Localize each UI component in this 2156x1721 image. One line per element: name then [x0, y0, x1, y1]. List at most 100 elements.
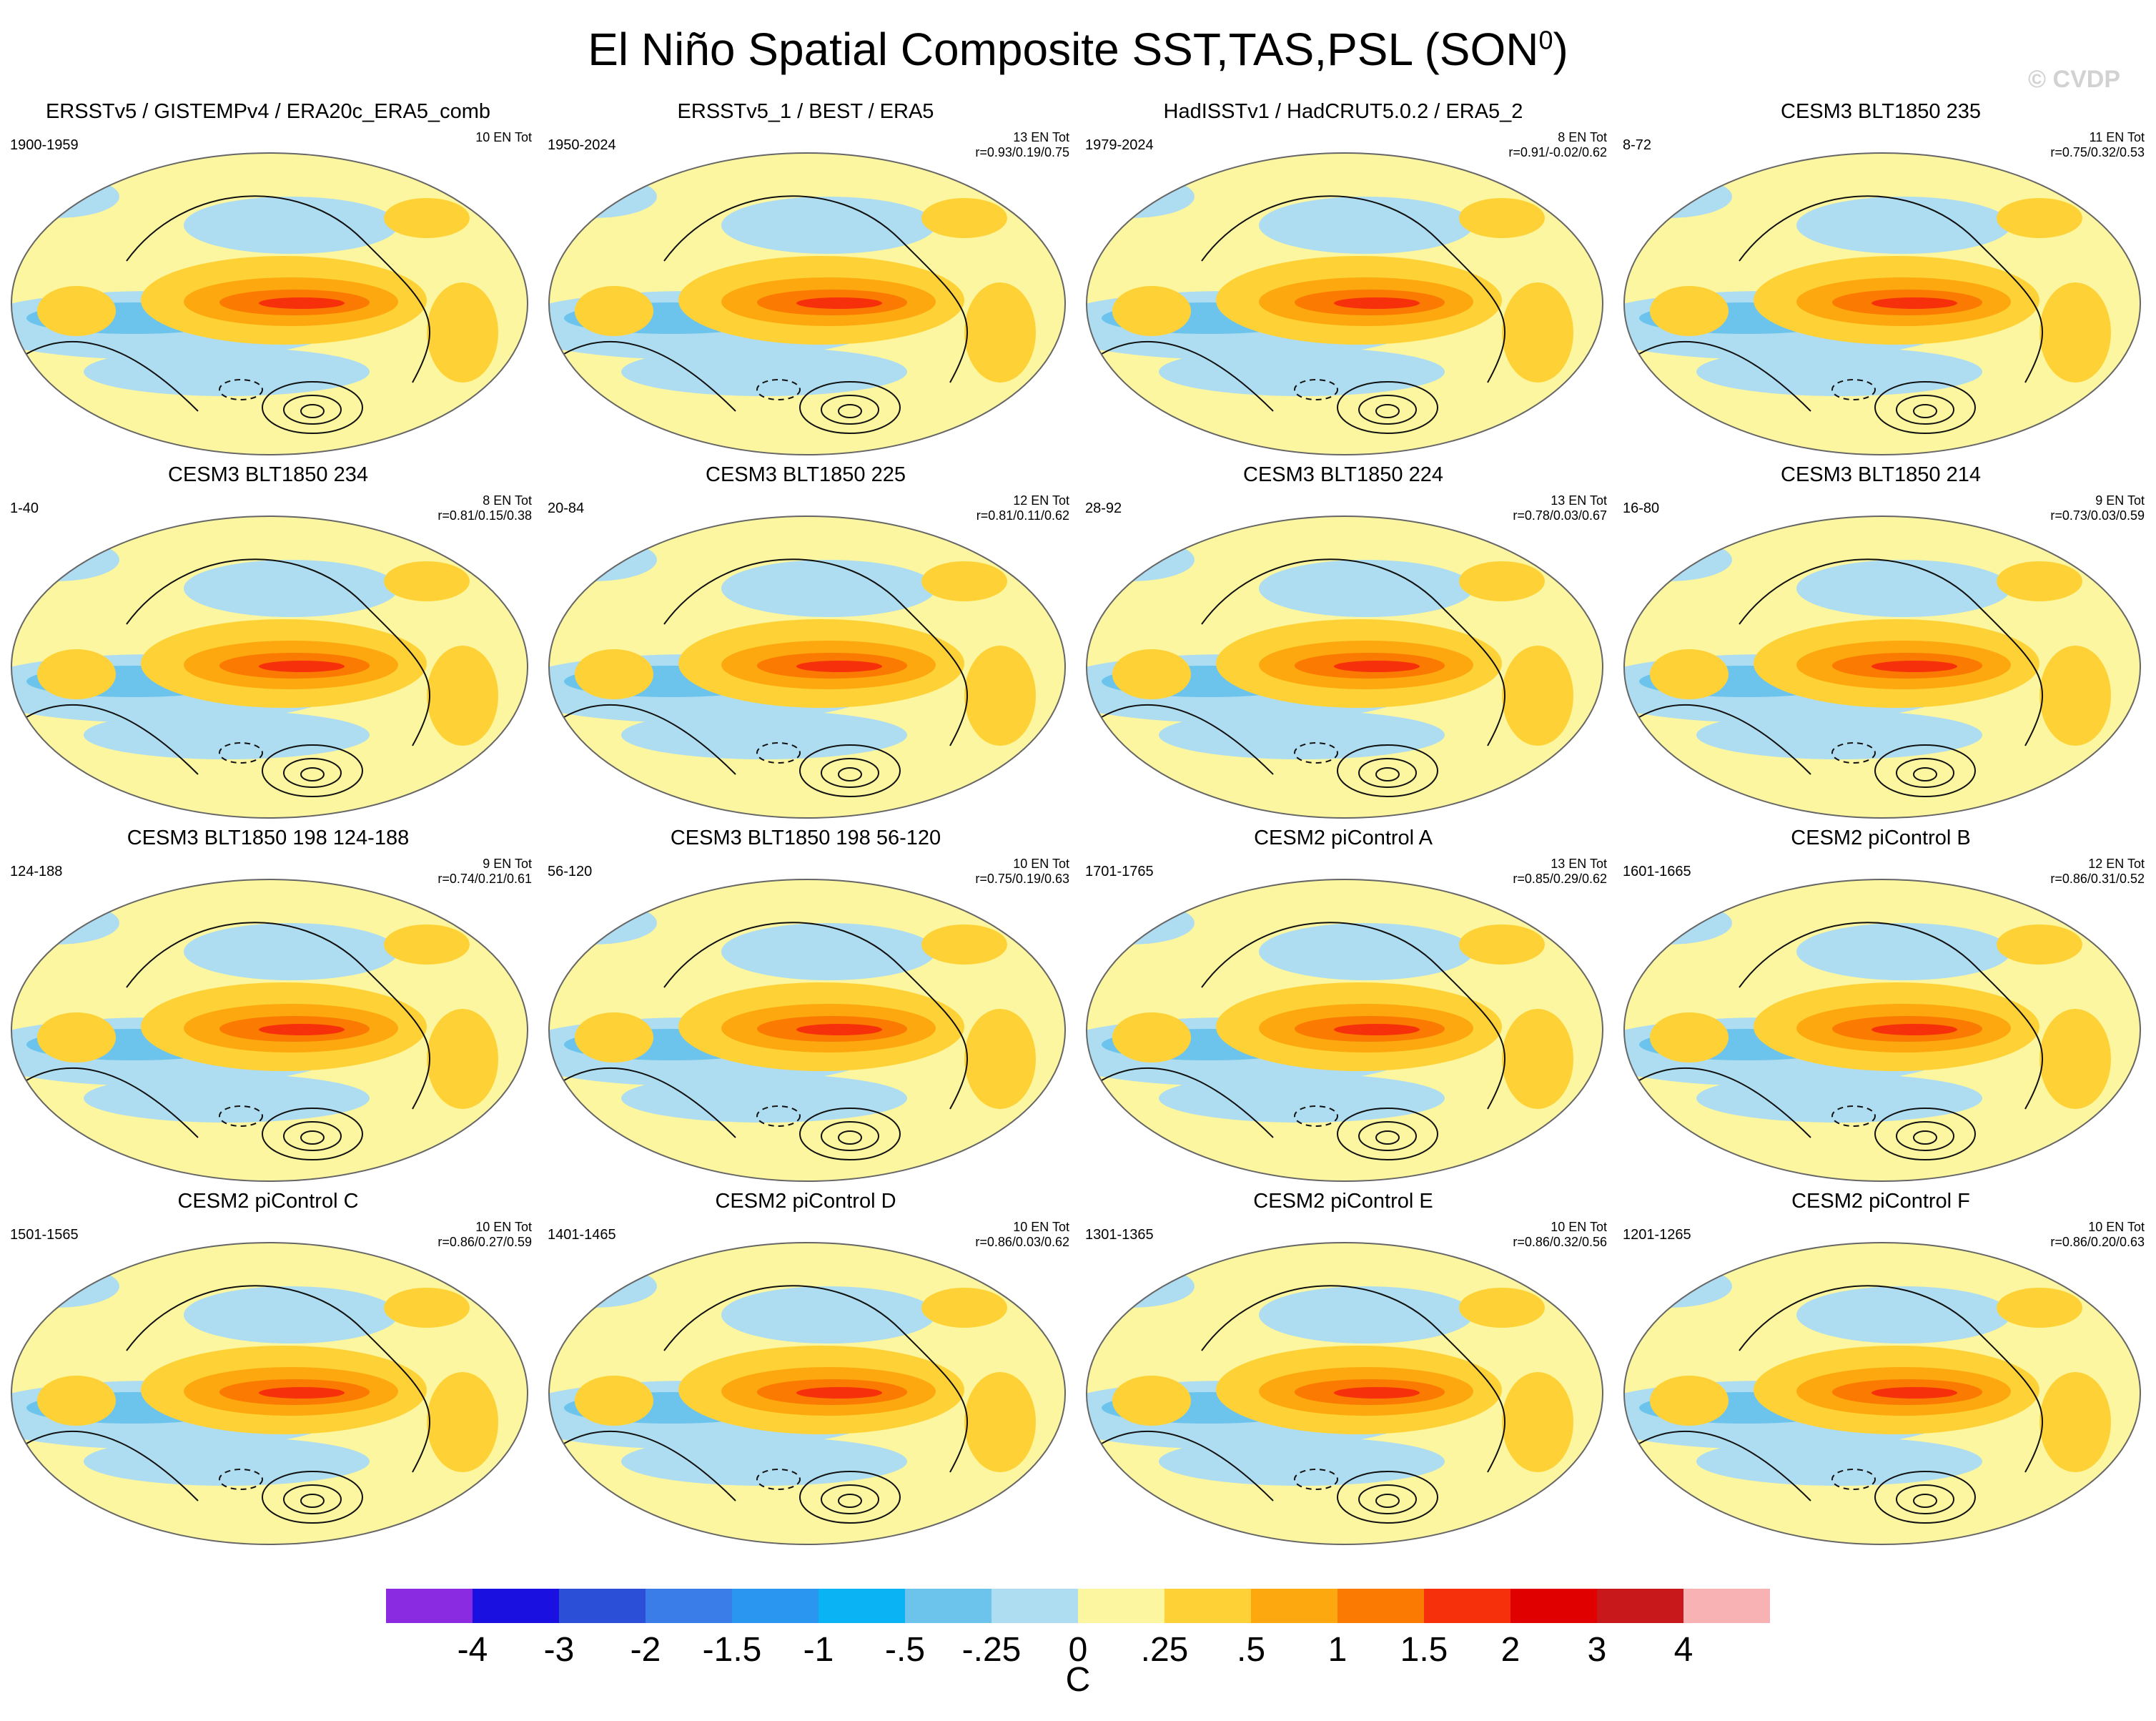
panel-event-count: 12 EN Tot — [2088, 857, 2145, 871]
map-plot — [11, 152, 528, 455]
psl-contour — [262, 1471, 363, 1524]
panel-correlation: r=0.86/0.03/0.62 — [975, 1235, 1069, 1249]
psl-contour-negative — [1831, 1105, 1876, 1127]
colorbar-swatch — [1510, 1589, 1597, 1623]
psl-contour — [26, 704, 199, 775]
warm-anomaly — [1997, 1288, 2082, 1328]
cool-anomaly — [1696, 347, 1982, 396]
colorbar-swatch — [1164, 1589, 1251, 1623]
cool-anomaly — [184, 1286, 398, 1343]
psl-contour-negative — [1831, 1469, 1876, 1490]
cool-anomaly — [1696, 1437, 1982, 1486]
map-panel: CESM2 piControl E 1301-1365 10 EN Tot r=0.8… — [1075, 1190, 1611, 1554]
cool-anomaly — [621, 347, 907, 396]
psl-contour — [663, 1285, 968, 1473]
warm-anomaly — [964, 1009, 1036, 1109]
map-plot — [1086, 1242, 1603, 1545]
warm-anomaly — [1650, 649, 1729, 699]
cool-anomaly — [721, 923, 936, 980]
cool-anomaly — [1696, 1074, 1982, 1123]
panel-stats: 10 EN Tot r=0.75/0.19/0.63 — [975, 857, 1069, 887]
panel-years: 1701-1765 — [1085, 864, 1154, 879]
colorbar-tick-label: -1 — [803, 1631, 834, 1669]
map-plot — [548, 1242, 1066, 1545]
panel-title: CESM3 BLT1850 235 — [1781, 100, 1981, 123]
panel-title: CESM2 piControl C — [177, 1190, 359, 1213]
map-plot — [1623, 516, 2141, 819]
warm-anomaly — [1871, 1387, 1957, 1399]
map-panel: CESM3 BLT1850 198 124-188 124-188 9 EN Tot… — [0, 827, 536, 1191]
colorbar-tick-label: .5 — [1236, 1631, 1266, 1669]
psl-contour — [126, 195, 430, 383]
psl-contour — [1896, 758, 1954, 788]
warm-anomaly — [1334, 1024, 1420, 1035]
panel-stats: 10 EN Tot r=0.86/0.03/0.62 — [975, 1220, 1069, 1250]
warm-anomaly — [37, 649, 116, 699]
psl-contour — [1101, 341, 1274, 412]
warm-anomaly — [921, 561, 1007, 601]
warm-anomaly — [796, 661, 882, 672]
colorbar-swatch — [1337, 1589, 1424, 1623]
panel-stats: 10 EN Tot r=0.86/0.27/0.59 — [437, 1220, 532, 1250]
panel-correlation: r=0.81/0.15/0.38 — [437, 508, 532, 523]
psl-contour — [283, 395, 342, 425]
warm-anomaly — [1459, 198, 1545, 238]
cool-anomaly — [1159, 347, 1445, 396]
psl-contour-negative — [1831, 742, 1876, 764]
warm-anomaly — [1997, 561, 2082, 601]
panel-stats: 13 EN Tot r=0.78/0.03/0.67 — [1513, 493, 1607, 523]
psl-contour-negative — [219, 742, 263, 764]
cool-anomaly — [621, 1074, 907, 1123]
psl-contour-negative — [219, 1469, 263, 1490]
panel-title: CESM3 BLT1850 224 — [1243, 463, 1443, 486]
colorbar-swatch — [386, 1589, 473, 1623]
psl-contour-negative — [756, 1469, 801, 1490]
warm-anomaly — [37, 286, 116, 336]
map-plot — [548, 879, 1066, 1182]
warm-anomaly — [1997, 924, 2082, 965]
panel-event-count: 10 EN Tot — [1013, 1220, 1069, 1234]
map-plot — [1086, 879, 1603, 1182]
psl-contour — [1739, 922, 2043, 1110]
warm-anomaly — [384, 924, 470, 965]
panel-correlation: r=0.86/0.32/0.56 — [1513, 1235, 1607, 1249]
warm-anomaly — [259, 661, 345, 672]
psl-contour — [821, 1121, 879, 1151]
panel-event-count: 11 EN Tot — [2089, 130, 2145, 144]
psl-contour — [1201, 922, 1505, 1110]
psl-contour — [563, 1431, 736, 1501]
map-panel: CESM3 BLT1850 235 8-72 11 EN Tot r=0.75/0.3… — [1613, 100, 2149, 465]
psl-contour — [126, 922, 430, 1110]
colorbar-swatch — [819, 1589, 905, 1623]
colorbar-swatch — [1424, 1589, 1510, 1623]
warm-anomaly — [37, 1376, 116, 1426]
map-panel: CESM3 BLT1850 198 56-120 56-120 10 EN Tot r… — [538, 827, 1074, 1191]
psl-contour — [26, 341, 199, 412]
panel-stats: 13 EN Tot r=0.85/0.29/0.62 — [1513, 857, 1607, 887]
psl-contour — [1101, 1431, 1274, 1501]
colorbar-tick-label: 3 — [1587, 1631, 1607, 1669]
psl-contour-negative — [1831, 379, 1876, 400]
cool-anomaly — [184, 197, 398, 254]
panel-event-count: 13 EN Tot — [1013, 130, 1069, 144]
panel-years: 56-120 — [548, 864, 593, 879]
psl-contour — [1896, 1121, 1954, 1151]
map-plot — [1086, 152, 1603, 455]
warm-anomaly — [1112, 649, 1191, 699]
colorbar-swatch — [646, 1589, 732, 1623]
cool-anomaly — [1159, 711, 1445, 759]
psl-contour — [1896, 395, 1954, 425]
panel-event-count: 8 EN Tot — [1558, 130, 1607, 144]
warm-anomaly — [575, 286, 653, 336]
panel-correlation: r=0.86/0.31/0.52 — [2050, 872, 2145, 886]
panel-title: CESM3 BLT1850 225 — [706, 463, 906, 486]
panel-correlation: r=0.78/0.03/0.67 — [1513, 508, 1607, 523]
cool-anomaly — [1696, 711, 1982, 759]
warm-anomaly — [427, 1372, 498, 1472]
panel-event-count: 10 EN Tot — [475, 130, 532, 144]
panel-correlation: r=0.75/0.19/0.63 — [975, 872, 1069, 886]
map-outline — [1086, 516, 1603, 819]
colorbar-tick-label: .25 — [1140, 1631, 1189, 1669]
warm-anomaly — [1334, 1387, 1420, 1399]
psl-contour — [1638, 341, 1811, 412]
